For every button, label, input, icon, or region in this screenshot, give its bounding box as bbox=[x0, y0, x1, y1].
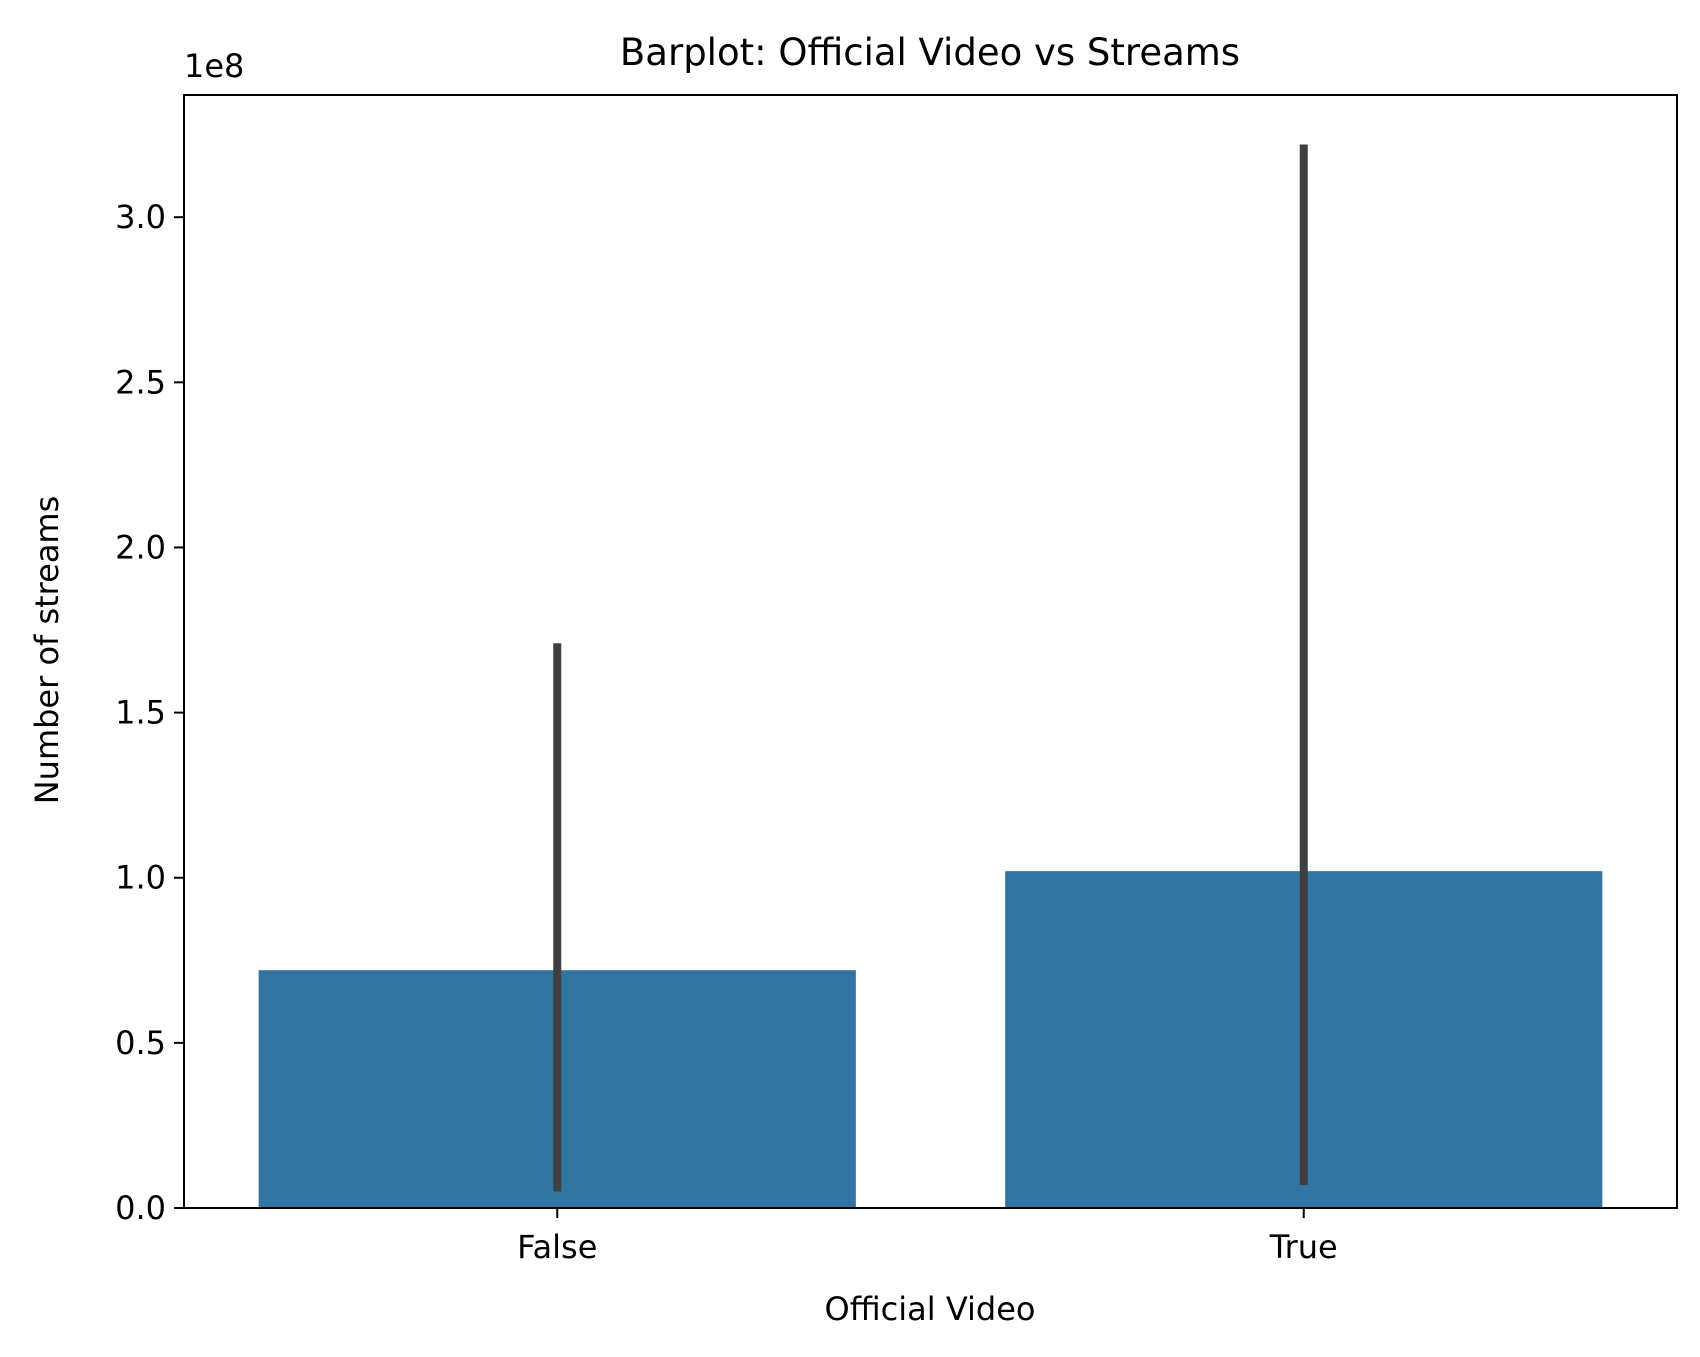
y-tick-label-0: 0.0 bbox=[115, 1189, 166, 1227]
x-tick-label-false: False bbox=[517, 1228, 597, 1266]
y-tick-label-2: 1.0 bbox=[115, 859, 166, 897]
plot-area: False True 0.0 0.5 1.0 1.5 2.0 2.5 3.0 bbox=[115, 94, 1678, 1266]
x-tick-label-true: True bbox=[1269, 1228, 1338, 1266]
y-tick-label-4: 2.0 bbox=[115, 528, 166, 566]
y-axis-label: Number of streams bbox=[28, 496, 66, 805]
y-tick-label-3: 1.5 bbox=[115, 694, 166, 732]
x-axis-label: Official Video bbox=[825, 1290, 1036, 1328]
chart-title: Barplot: Official Video vs Streams bbox=[620, 31, 1240, 74]
y-tick-label-6: 3.0 bbox=[115, 198, 166, 236]
y-offset-label: 1e8 bbox=[184, 47, 244, 85]
y-tick-label-5: 2.5 bbox=[115, 363, 166, 401]
axes-frame bbox=[183, 94, 1678, 1209]
y-tick-label-1: 0.5 bbox=[115, 1024, 166, 1062]
